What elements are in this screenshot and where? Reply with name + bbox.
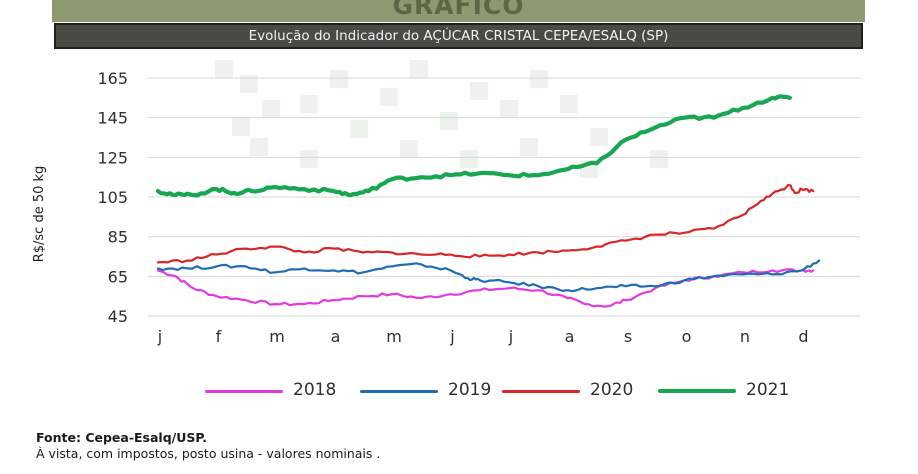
series-line-2019 [156,259,821,293]
decor-square [250,138,268,156]
decor-square [400,140,418,158]
x-tick-label: j [508,327,513,346]
decor-square [560,95,578,113]
decor-square [300,150,318,168]
decor-square [232,118,250,136]
x-tick-label: d [798,327,808,346]
decor-square [520,138,538,156]
legend-label-2018: 2018 [293,380,337,400]
series-line-2021 [155,94,792,198]
y-tick-labels: 45 65 85 105 125 145 165 [97,69,128,326]
note-text: À vista, com impostos, posto usina - val… [36,446,381,461]
background-decoration [215,60,668,178]
y-tick-label: 105 [97,188,128,207]
y-tick-label: 85 [108,228,128,247]
x-tick-label: a [331,327,341,346]
y-tick-label: 165 [97,69,128,88]
x-tick-label: m [269,327,285,346]
decor-square [380,88,398,106]
decor-square [590,128,608,146]
x-tick-label: j [157,327,162,346]
decor-square [440,112,458,130]
series-line-2020 [156,184,815,264]
decor-square [240,75,258,93]
grid-lines [148,77,860,317]
x-tick-label: n [740,327,750,346]
page-heading: GRÁFICO [392,0,525,20]
decor-square [470,82,488,100]
legend-label-2020: 2020 [590,380,634,400]
legend-swatch-2019 [360,390,438,393]
series-lines [155,94,821,308]
y-tick-label: 125 [97,148,128,167]
y-tick-label: 45 [108,307,128,326]
chart-title-bar: Evolução do Indicador do AÇÚCAR CRISTAL … [54,23,863,49]
decor-square [530,70,548,88]
y-tick-label: 145 [97,109,128,128]
legend: 2018 2019 2020 2021 [205,378,805,404]
x-tick-label: s [624,327,632,346]
legend-label-2021: 2021 [746,380,790,400]
y-axis-label: R$/sc de 50 kg [32,166,47,263]
legend-label-2019: 2019 [448,380,492,400]
header-band: GRÁFICO [52,0,865,22]
x-tick-label: o [682,327,692,346]
decor-square [215,60,233,78]
decor-square [300,95,318,113]
x-tick-label: m [386,327,402,346]
legend-swatch-2018 [205,390,283,393]
x-tick-label: a [565,327,575,346]
legend-swatch-2021 [658,389,736,393]
x-tick-label: j [449,327,454,346]
decor-square [410,60,428,78]
legend-swatch-2020 [502,390,580,393]
decor-square [460,150,478,168]
decor-square [262,100,280,118]
x-tick-label: f [216,327,222,346]
chart-title: Evolução do Indicador do AÇÚCAR CRISTAL … [248,28,669,44]
decor-square [350,120,368,138]
y-tick-label: 65 [108,267,128,286]
decor-square [650,150,668,168]
decor-square [330,70,348,88]
decor-square [500,100,518,118]
series-line-2018 [156,268,815,308]
source-text: Fonte: Cepea-Esalq/USP. [36,430,208,445]
